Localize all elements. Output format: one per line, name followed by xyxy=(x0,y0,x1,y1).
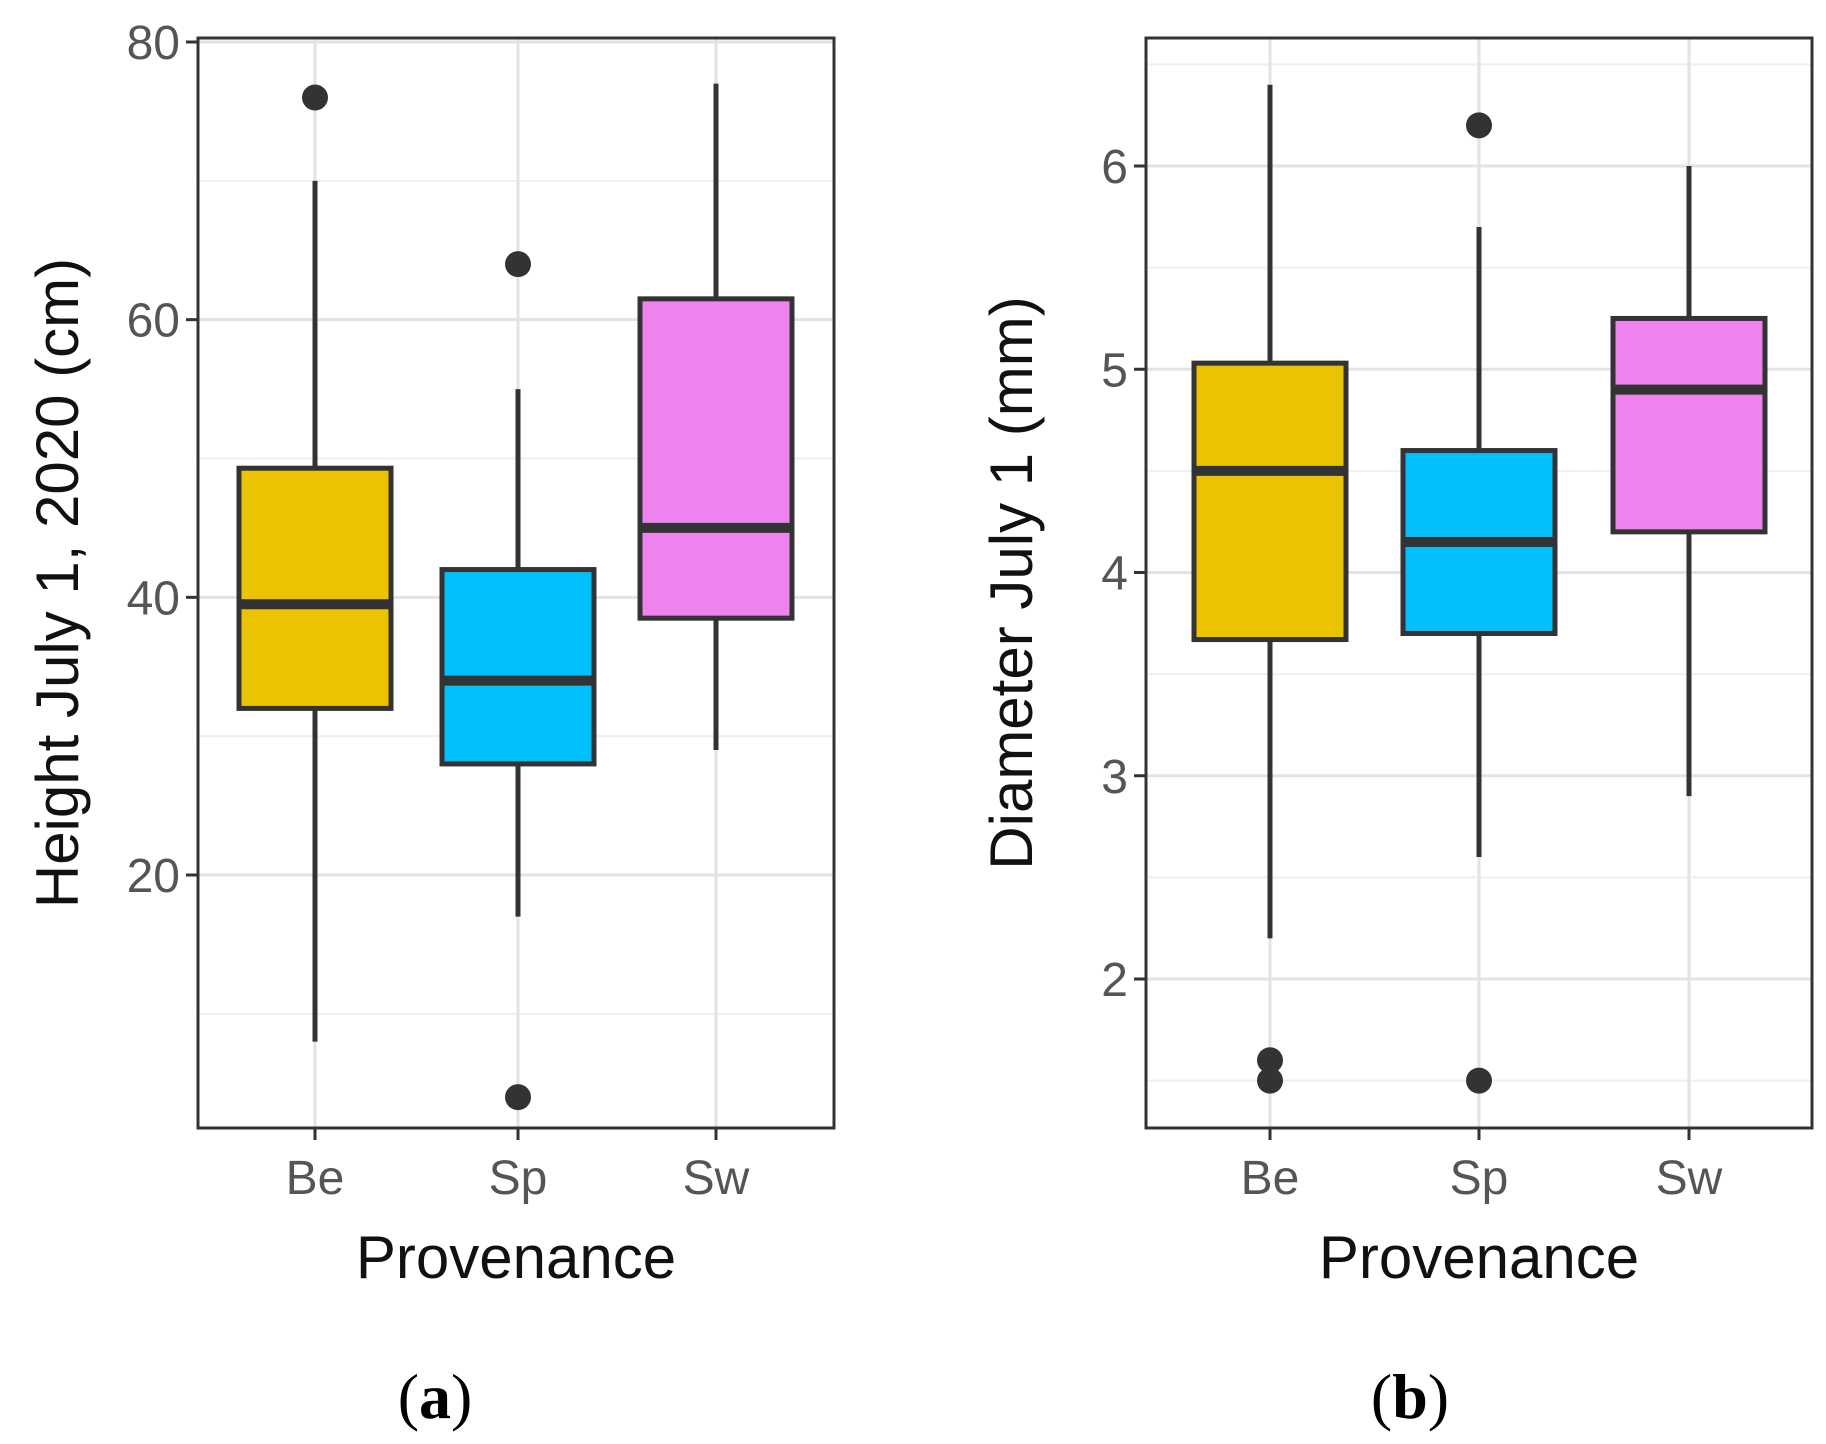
box-sp xyxy=(439,251,597,1111)
y-axis-title: Height July 1, 2020 (cm) xyxy=(24,258,91,908)
outlier-point xyxy=(302,84,328,111)
panel-label: (b) xyxy=(1371,1361,1449,1432)
box-be xyxy=(1191,84,1349,1094)
y-tick-label: 60 xyxy=(127,295,180,348)
x-axis-title: Provenance xyxy=(356,1224,676,1291)
box-sw xyxy=(1610,166,1768,797)
x-tick-label: Be xyxy=(286,1152,345,1205)
panel-label-letter: a xyxy=(419,1361,451,1432)
x-axis-title: Provenance xyxy=(1319,1224,1639,1291)
y-tick-label: 6 xyxy=(1101,141,1128,194)
iqr-box xyxy=(1191,360,1349,643)
panel-label-open: ( xyxy=(398,1361,419,1432)
outlier-point xyxy=(505,251,531,278)
x-tick-label: Sp xyxy=(1450,1152,1509,1205)
iqr-box xyxy=(439,567,597,767)
outlier-point xyxy=(505,1084,531,1111)
x-tick-label: Sw xyxy=(1656,1152,1723,1205)
chart-panel-b: 2 3 4 5 6 Be Sp Sw Provenance Diameter July 1 (mm… xyxy=(978,36,1814,1432)
iqr-box xyxy=(1610,315,1768,535)
panel-label-letter: b xyxy=(1392,1361,1428,1432)
panel-border xyxy=(196,36,836,1130)
y-tick-label: 20 xyxy=(127,850,180,903)
panel-label: (a) xyxy=(398,1361,473,1432)
box-sw xyxy=(637,83,795,751)
y-tick-label: 2 xyxy=(1101,954,1128,1007)
panel-label-open: ( xyxy=(1371,1361,1392,1432)
y-tick-label: 40 xyxy=(127,572,180,625)
iqr-box xyxy=(236,465,394,711)
iqr-box xyxy=(637,296,795,621)
y-tick-label: 3 xyxy=(1101,751,1128,804)
outlier-point xyxy=(1257,1067,1283,1094)
x-tick-label: Be xyxy=(1241,1152,1300,1205)
panel-label-close: ) xyxy=(451,1361,472,1432)
y-axis-title: Diameter July 1 (mm) xyxy=(978,296,1045,869)
y-tick-label: 5 xyxy=(1101,344,1128,397)
outlier-point xyxy=(1466,112,1492,139)
x-tick-label: Sw xyxy=(683,1152,750,1205)
box-be xyxy=(236,84,394,1042)
panel-label-close: ) xyxy=(1428,1361,1449,1432)
y-tick-label: 80 xyxy=(127,17,180,70)
outlier-point xyxy=(1466,1067,1492,1094)
x-tick-label: Sp xyxy=(489,1152,548,1205)
outlier-point xyxy=(1257,1047,1283,1074)
y-tick-label: 4 xyxy=(1101,548,1128,601)
box-sp xyxy=(1400,112,1558,1094)
